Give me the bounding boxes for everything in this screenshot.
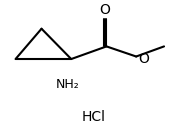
- Text: O: O: [99, 3, 111, 17]
- Text: HCl: HCl: [82, 110, 105, 124]
- Text: NH₂: NH₂: [56, 78, 79, 91]
- Text: O: O: [138, 52, 149, 66]
